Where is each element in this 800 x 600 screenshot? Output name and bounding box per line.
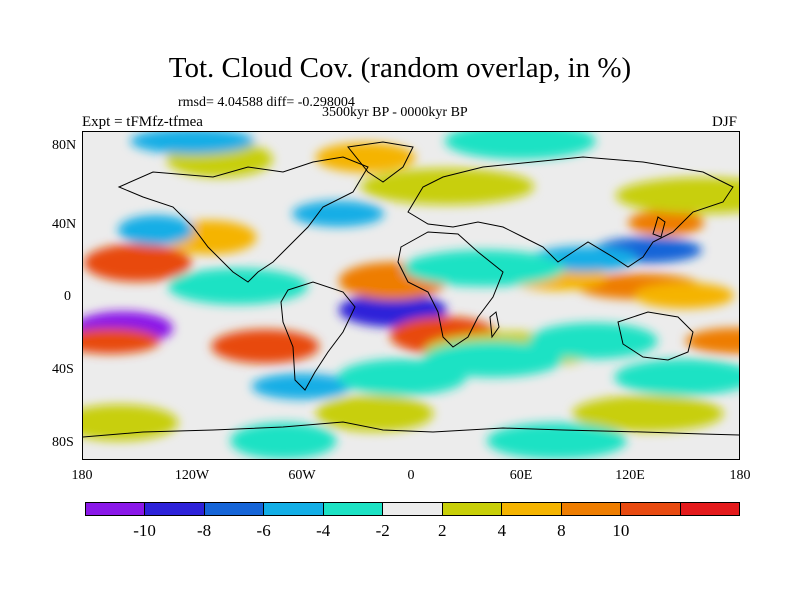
colorbar-tick-label: -10 <box>133 521 156 540</box>
anomaly-region <box>360 168 535 205</box>
map-canvas <box>83 132 739 459</box>
anomaly-region <box>423 340 563 378</box>
colorbar-swatch <box>323 503 384 515</box>
coastline-madagascar <box>489 311 500 339</box>
colorbar-tick-label: -8 <box>196 521 212 540</box>
colorbar-tick-label: -2 <box>375 521 390 540</box>
anomaly-region <box>83 243 192 282</box>
map-title: Tot. Cloud Cov. (random overlap, in %) <box>168 52 632 84</box>
colorbar-swatch <box>383 503 443 515</box>
colorbar-swatch <box>621 503 681 515</box>
season-label: DJF <box>712 114 738 130</box>
coastlines <box>83 141 739 438</box>
anomaly-region <box>167 268 308 305</box>
colorbar-swatch <box>442 503 503 515</box>
coastline-greenland <box>347 141 414 183</box>
anomaly-region <box>528 322 658 360</box>
anomaly-region <box>685 327 739 354</box>
anomaly-region <box>83 327 161 354</box>
lon-tick-60w: 60W <box>288 468 316 483</box>
lon-tick-180e: 180 <box>729 468 751 483</box>
anomaly-region <box>572 395 724 432</box>
coastline-eurasia <box>407 156 734 268</box>
coastline-north-america <box>117 156 369 283</box>
anomaly-region <box>230 422 337 459</box>
lon-tick-60e: 60E <box>509 468 533 483</box>
lat-tick-40n: 40N <box>52 217 77 232</box>
colorbar-swatch <box>145 503 205 515</box>
lat-tick-80n: 80N <box>52 138 77 153</box>
period-label: 3500kyr BP - 0000kyr BP <box>322 105 468 120</box>
anomaly-region <box>315 395 434 432</box>
coastline-south-america <box>280 281 356 391</box>
lat-tick-80s: 80S <box>52 435 74 450</box>
anomaly-map <box>82 131 740 460</box>
colorbar-swatch <box>204 503 265 515</box>
colorbar-swatch <box>502 503 562 515</box>
colorbar <box>85 502 740 516</box>
colorbar-tick-label: -6 <box>256 521 271 540</box>
anomaly-region <box>292 200 385 227</box>
anomaly-region <box>315 142 416 173</box>
anomaly-region <box>628 209 705 236</box>
stats-label: rmsd= 4.04588 diff= -0.298004 <box>178 95 355 110</box>
coastline-japan <box>652 216 666 238</box>
anomaly-region <box>337 359 467 396</box>
anomaly-region <box>402 250 566 287</box>
lon-tick-0: 0 <box>407 468 415 483</box>
anomaly-region <box>117 215 194 246</box>
anomaly-region <box>615 177 739 214</box>
lon-tick-120w: 120W <box>174 468 210 483</box>
colorbar-tick-label: 2 <box>438 521 447 540</box>
anomaly-region <box>444 132 596 160</box>
colorbar-swatch <box>561 503 622 515</box>
colorbar-tick-label: 4 <box>497 521 507 540</box>
coastline-africa <box>397 231 504 348</box>
anomaly-region <box>634 282 735 309</box>
anomaly-field <box>83 132 739 459</box>
anomaly-region <box>211 329 320 364</box>
lat-tick-40s: 40S <box>52 362 74 377</box>
anomaly-region <box>486 422 627 459</box>
lon-tick-180w: 180 <box>71 468 93 483</box>
colorbar-swatch <box>86 503 146 515</box>
colorbar-tick-label: 10 <box>612 521 630 540</box>
coastline-australia <box>617 311 694 361</box>
colorbar-swatch <box>680 503 739 515</box>
anomaly-region <box>130 132 255 155</box>
colorbar-tick-label: -4 <box>316 521 331 540</box>
anomaly-region <box>614 359 739 396</box>
coastline-antarctica <box>83 421 739 438</box>
lon-tick-120e: 120E <box>615 468 645 483</box>
colorbar-tick-label: 8 <box>557 521 566 540</box>
colorbar-swatch <box>264 503 324 515</box>
lat-tick-0: 0 <box>64 289 71 304</box>
experiment-label: Expt = tFMfz-tfmea <box>82 114 203 130</box>
